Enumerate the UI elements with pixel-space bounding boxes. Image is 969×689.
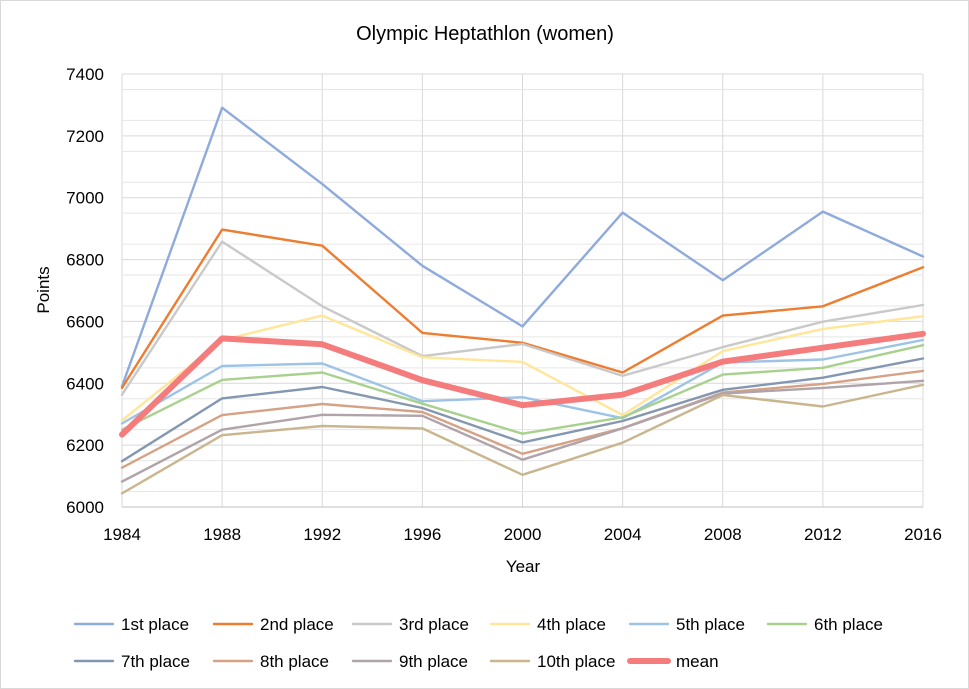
legend-label: 2nd place <box>260 615 334 634</box>
series-line-10th-place <box>120 383 925 495</box>
legend-label: 4th place <box>537 615 606 634</box>
legend-item: 10th place <box>489 652 615 671</box>
x-tick-label: 1984 <box>103 525 141 544</box>
series-line-mean <box>119 330 926 438</box>
series-line-3rd-place <box>120 240 925 396</box>
x-axis-label: Year <box>506 557 541 576</box>
y-tick-label: 6800 <box>66 251 104 270</box>
series-lines <box>119 106 926 495</box>
x-tick-label: 1988 <box>203 525 241 544</box>
y-tick-label: 6600 <box>66 312 104 331</box>
legend-label: 3rd place <box>399 615 469 634</box>
y-axis-ticks: 6000 6200 6400 6600 6800 7000 7200 7400 <box>66 65 104 517</box>
x-tick-label: 1992 <box>303 525 341 544</box>
series-line-7th-place <box>120 357 925 463</box>
legend-label: 1st place <box>121 615 189 634</box>
y-tick-label: 6000 <box>66 498 104 517</box>
chart-title: Olympic Heptathlon (women) <box>356 23 614 45</box>
series-line-1st-place <box>120 106 925 388</box>
y-tick-label: 7200 <box>66 127 104 146</box>
y-tick-label: 6400 <box>66 374 104 393</box>
legend-item: 2nd place <box>212 615 334 634</box>
legend-label: 6th place <box>814 615 883 634</box>
legend-label: 5th place <box>676 615 745 634</box>
legend-item: 5th place <box>628 615 745 634</box>
legend-item: 3rd place <box>351 615 469 634</box>
x-tick-label: 2008 <box>704 525 742 544</box>
y-tick-label: 7000 <box>66 189 104 208</box>
series-line-5th-place <box>120 338 925 425</box>
legend-item: 1st place <box>73 615 189 634</box>
series-line-2nd-place <box>120 228 925 390</box>
x-tick-label: 2004 <box>604 525 642 544</box>
legend-item: 6th place <box>766 615 883 634</box>
y-axis-label: Points <box>34 266 53 313</box>
legend-label: 9th place <box>399 652 468 671</box>
y-tick-label: 7400 <box>66 65 104 84</box>
legend-label: mean <box>676 652 719 671</box>
legend-label: 7th place <box>121 652 190 671</box>
legend-label: 8th place <box>260 652 329 671</box>
series-line-9th-place <box>120 379 925 483</box>
y-tick-label: 6200 <box>66 436 104 455</box>
legend: 1st place 2nd place 3rd place 4th place 5th … <box>73 615 883 671</box>
legend-item: 9th place <box>351 652 468 671</box>
legend-item: 4th place <box>489 615 606 634</box>
x-tick-label: 2000 <box>504 525 542 544</box>
legend-item: mean <box>627 652 719 671</box>
legend-item: 7th place <box>73 652 190 671</box>
x-tick-label: 1996 <box>403 525 441 544</box>
series-line-4th-place <box>120 314 925 422</box>
x-tick-label: 2012 <box>804 525 842 544</box>
series-line-6th-place <box>120 344 925 435</box>
legend-label: 10th place <box>537 652 615 671</box>
legend-item: 8th place <box>212 652 329 671</box>
x-axis-ticks: 1984 1988 1992 1996 2000 2004 2008 2012 2016 <box>103 525 942 544</box>
series-line-8th-place <box>120 369 925 469</box>
x-tick-label: 2016 <box>904 525 942 544</box>
